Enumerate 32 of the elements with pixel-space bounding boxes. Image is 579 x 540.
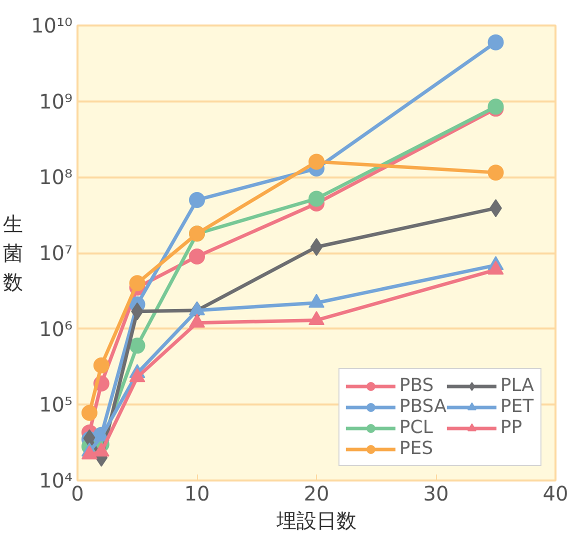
y-tick-label: 10⁷ bbox=[39, 241, 72, 265]
y-axis-title: 生菌数 bbox=[3, 212, 24, 294]
point bbox=[81, 404, 98, 421]
point bbox=[488, 34, 504, 50]
point bbox=[308, 190, 324, 207]
y-tick-label: 10⁵ bbox=[39, 392, 72, 417]
y-tick-label: 10⁸ bbox=[39, 165, 72, 190]
legend-label: PET bbox=[500, 396, 534, 417]
x-axis-title: 埋設日数 bbox=[276, 508, 356, 532]
point bbox=[189, 248, 205, 264]
x-tick-label: 40 bbox=[542, 482, 568, 506]
point bbox=[310, 238, 323, 256]
point bbox=[189, 192, 205, 208]
x-tick-label: 20 bbox=[304, 482, 330, 506]
x-tick-label: 10 bbox=[184, 482, 210, 506]
x-tick-label: 30 bbox=[423, 482, 449, 506]
y-tick-label: 10⁶ bbox=[39, 316, 72, 341]
point bbox=[308, 154, 324, 170]
legend-label: PLA bbox=[500, 375, 534, 396]
legend-label: PBSA bbox=[399, 396, 446, 417]
legend-label: PBS bbox=[399, 375, 434, 396]
point bbox=[488, 164, 504, 181]
y-tick-label: 10⁹ bbox=[39, 89, 72, 114]
point bbox=[129, 338, 146, 354]
y-tick-label: 10¹⁰ bbox=[31, 14, 72, 38]
x-tick-label: 0 bbox=[71, 482, 84, 506]
y-tick-label: 10⁴ bbox=[39, 468, 72, 492]
legend-label: PCL bbox=[399, 417, 433, 438]
point bbox=[129, 275, 146, 292]
point bbox=[93, 357, 110, 374]
legend-label: PP bbox=[500, 417, 522, 438]
legend-label: PES bbox=[399, 438, 434, 459]
